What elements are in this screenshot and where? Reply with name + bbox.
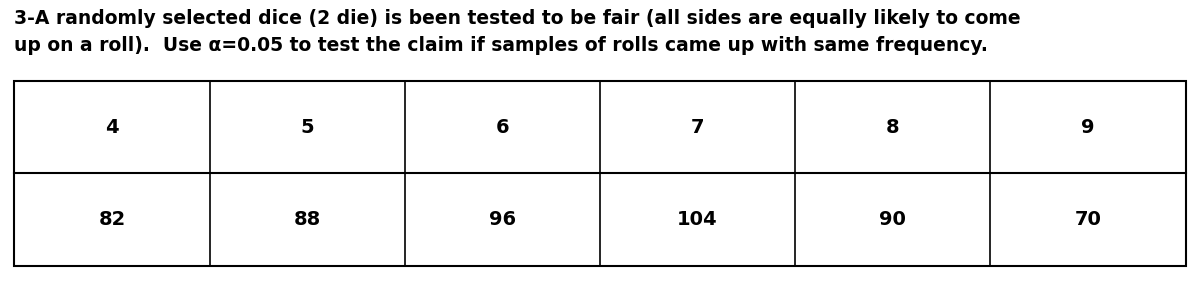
- Text: 104: 104: [677, 210, 718, 229]
- Text: 5: 5: [300, 118, 314, 137]
- Text: 88: 88: [294, 210, 320, 229]
- Text: 90: 90: [880, 210, 906, 229]
- Bar: [14, 81, 1186, 266]
- Text: 70: 70: [1074, 210, 1102, 229]
- Text: 7: 7: [691, 118, 704, 137]
- Text: 8: 8: [886, 118, 900, 137]
- Text: 4: 4: [106, 118, 119, 137]
- Text: 3-A randomly selected dice (2 die) is been tested to be fair (all sides are equa: 3-A randomly selected dice (2 die) is be…: [14, 9, 1021, 55]
- Text: 9: 9: [1081, 118, 1094, 137]
- Text: 96: 96: [488, 210, 516, 229]
- Text: 6: 6: [496, 118, 509, 137]
- Text: 82: 82: [98, 210, 126, 229]
